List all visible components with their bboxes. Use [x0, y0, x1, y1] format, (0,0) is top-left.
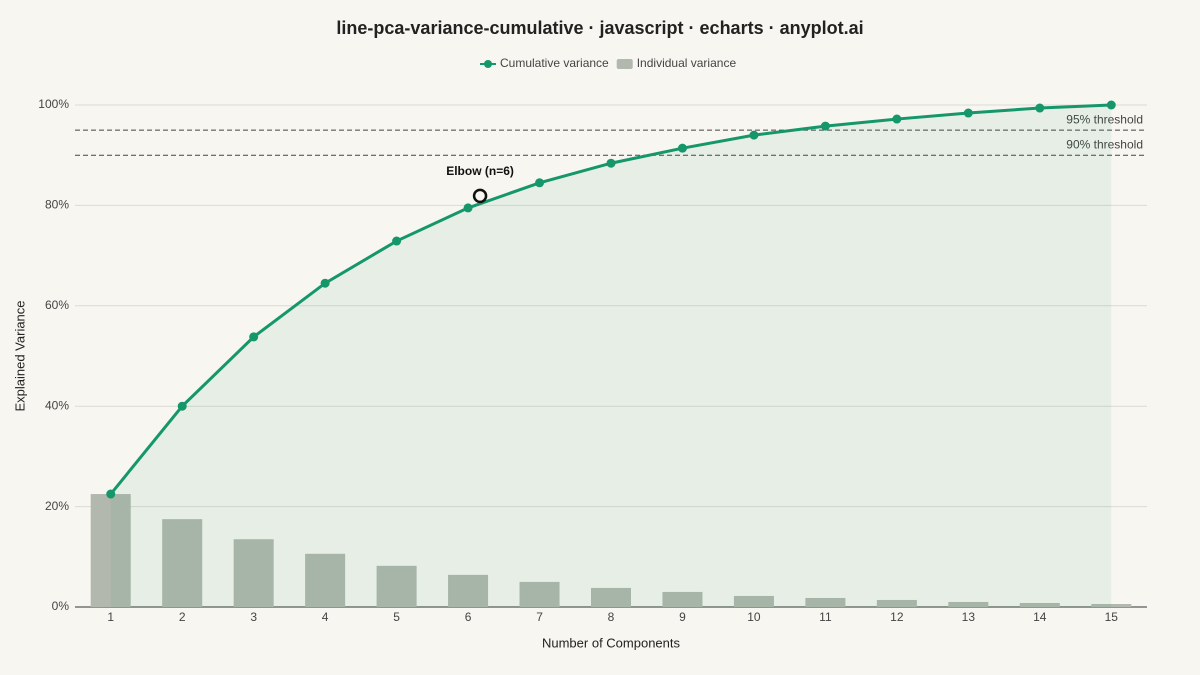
bar: [448, 574, 489, 607]
point: [606, 158, 616, 168]
bar: [876, 599, 917, 607]
bar: [948, 601, 989, 607]
point: [177, 401, 187, 411]
bar: [90, 494, 131, 607]
point: [820, 121, 830, 131]
x-tick-label: 5: [393, 610, 400, 624]
point: [320, 278, 330, 288]
bar: [1091, 603, 1132, 607]
x-tick-label: 10: [747, 610, 761, 624]
bar: [1019, 602, 1060, 607]
x-tick-label: 9: [679, 610, 686, 624]
legend-label: Individual variance: [637, 56, 737, 70]
x-axis-label: Number of Components: [542, 635, 681, 650]
point: [249, 332, 259, 342]
y-tick-label: 0%: [52, 599, 70, 613]
bar: [233, 539, 274, 607]
x-tick-label: 4: [322, 610, 329, 624]
point: [535, 178, 545, 188]
elbow-marker: [472, 188, 488, 204]
point: [963, 108, 973, 118]
x-tick-label: 11: [819, 610, 832, 624]
point: [892, 114, 902, 124]
bar: [162, 519, 203, 607]
x-tick-label: 7: [536, 610, 543, 624]
point: [1106, 100, 1116, 110]
annotation: Elbow (n=6): [446, 164, 514, 178]
y-tick-label: 40%: [45, 398, 69, 412]
x-tick-label: 14: [1033, 610, 1047, 624]
bar: [733, 595, 774, 607]
chart-title: line-pca-variance-cumulative · javascrip…: [336, 18, 863, 38]
bar: [662, 591, 703, 607]
y-tick-label: 80%: [45, 198, 69, 212]
threshold-label: 95% threshold: [1066, 112, 1143, 126]
y-tick-label: 100%: [38, 97, 69, 111]
x-tick-label: 13: [962, 610, 976, 624]
x-tick-label: 1: [107, 610, 114, 624]
y-tick-label: 60%: [45, 298, 69, 312]
threshold-label: 90% threshold: [1066, 137, 1143, 151]
point: [106, 489, 116, 499]
bar: [376, 565, 417, 607]
x-tick-label: 12: [890, 610, 904, 624]
legend-label: Cumulative variance: [500, 56, 609, 70]
x-tick-label: 3: [250, 610, 257, 624]
x-tick-label: 8: [608, 610, 615, 624]
bar: [805, 597, 846, 607]
legend-marker: [484, 60, 492, 68]
x-tick-label: 6: [465, 610, 472, 624]
x-tick-label: 2: [179, 610, 186, 624]
point: [749, 130, 759, 140]
x-tick-label: 15: [1105, 610, 1119, 624]
legend-swatch: [616, 59, 633, 69]
point: [392, 236, 402, 246]
point: [1035, 103, 1045, 113]
bar: [590, 587, 632, 607]
bar: [519, 581, 560, 607]
area: [110, 105, 1112, 607]
y-tick-label: 20%: [45, 499, 69, 513]
point: [463, 203, 473, 213]
bar: [305, 553, 346, 607]
point: [677, 143, 687, 153]
y-axis-label: Explained Variance: [12, 300, 27, 411]
